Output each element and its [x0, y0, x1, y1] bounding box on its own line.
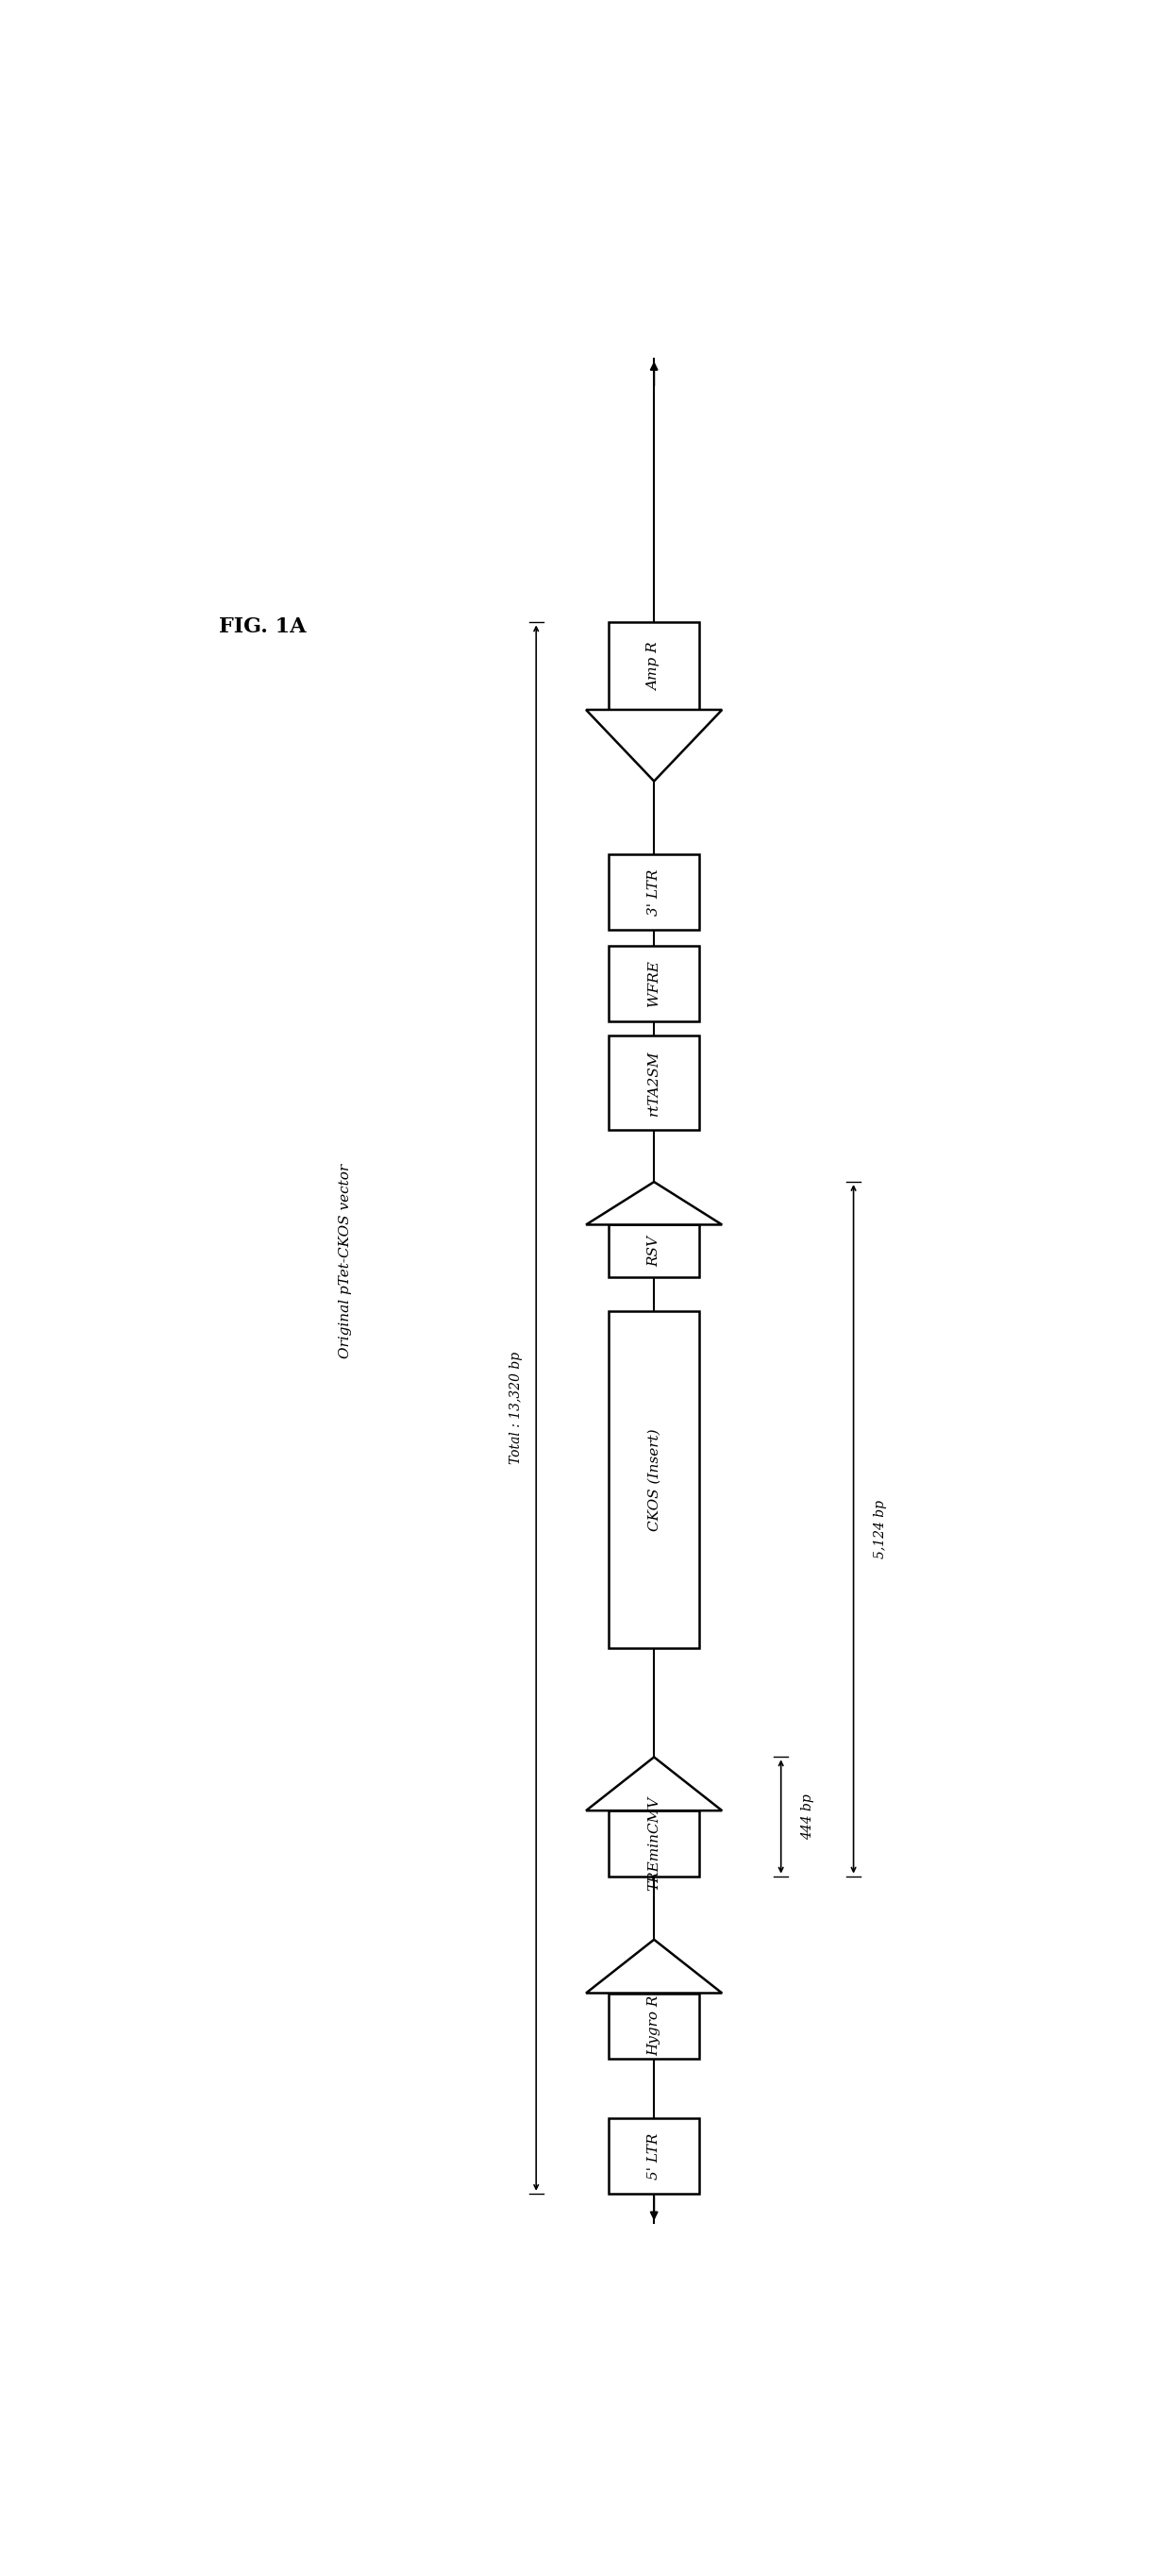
Polygon shape — [586, 1182, 722, 1224]
Text: FIG. 1A: FIG. 1A — [219, 616, 307, 636]
Text: CKOS (Insert): CKOS (Insert) — [647, 1427, 661, 1530]
Text: Total : 13,320 bp: Total : 13,320 bp — [510, 1352, 523, 1463]
Bar — [608, 1994, 700, 2058]
Bar — [608, 1224, 700, 1278]
Text: rtTA2SM: rtTA2SM — [647, 1051, 661, 1115]
Text: Hygro R: Hygro R — [647, 1996, 661, 2056]
Text: 5' LTR: 5' LTR — [647, 2133, 661, 2179]
Text: 5,124 bp: 5,124 bp — [874, 1499, 887, 1558]
Bar — [608, 855, 700, 930]
Text: WFRE: WFRE — [647, 961, 661, 1007]
Text: TREminCMV: TREminCMV — [647, 1795, 661, 1891]
Text: Original pTet-CKOS vector: Original pTet-CKOS vector — [339, 1164, 352, 1358]
Polygon shape — [586, 1940, 722, 1994]
Text: 3' LTR: 3' LTR — [647, 868, 661, 914]
Bar — [608, 623, 700, 711]
Bar — [608, 1311, 700, 1649]
Bar — [608, 945, 700, 1020]
Text: RSV: RSV — [647, 1236, 661, 1267]
Bar — [608, 2117, 700, 2195]
Text: 444 bp: 444 bp — [801, 1793, 814, 1839]
Polygon shape — [586, 1757, 722, 1811]
Bar — [608, 1036, 700, 1131]
Bar — [608, 1811, 700, 1875]
Text: Amp R: Amp R — [647, 641, 661, 690]
Polygon shape — [586, 711, 722, 781]
